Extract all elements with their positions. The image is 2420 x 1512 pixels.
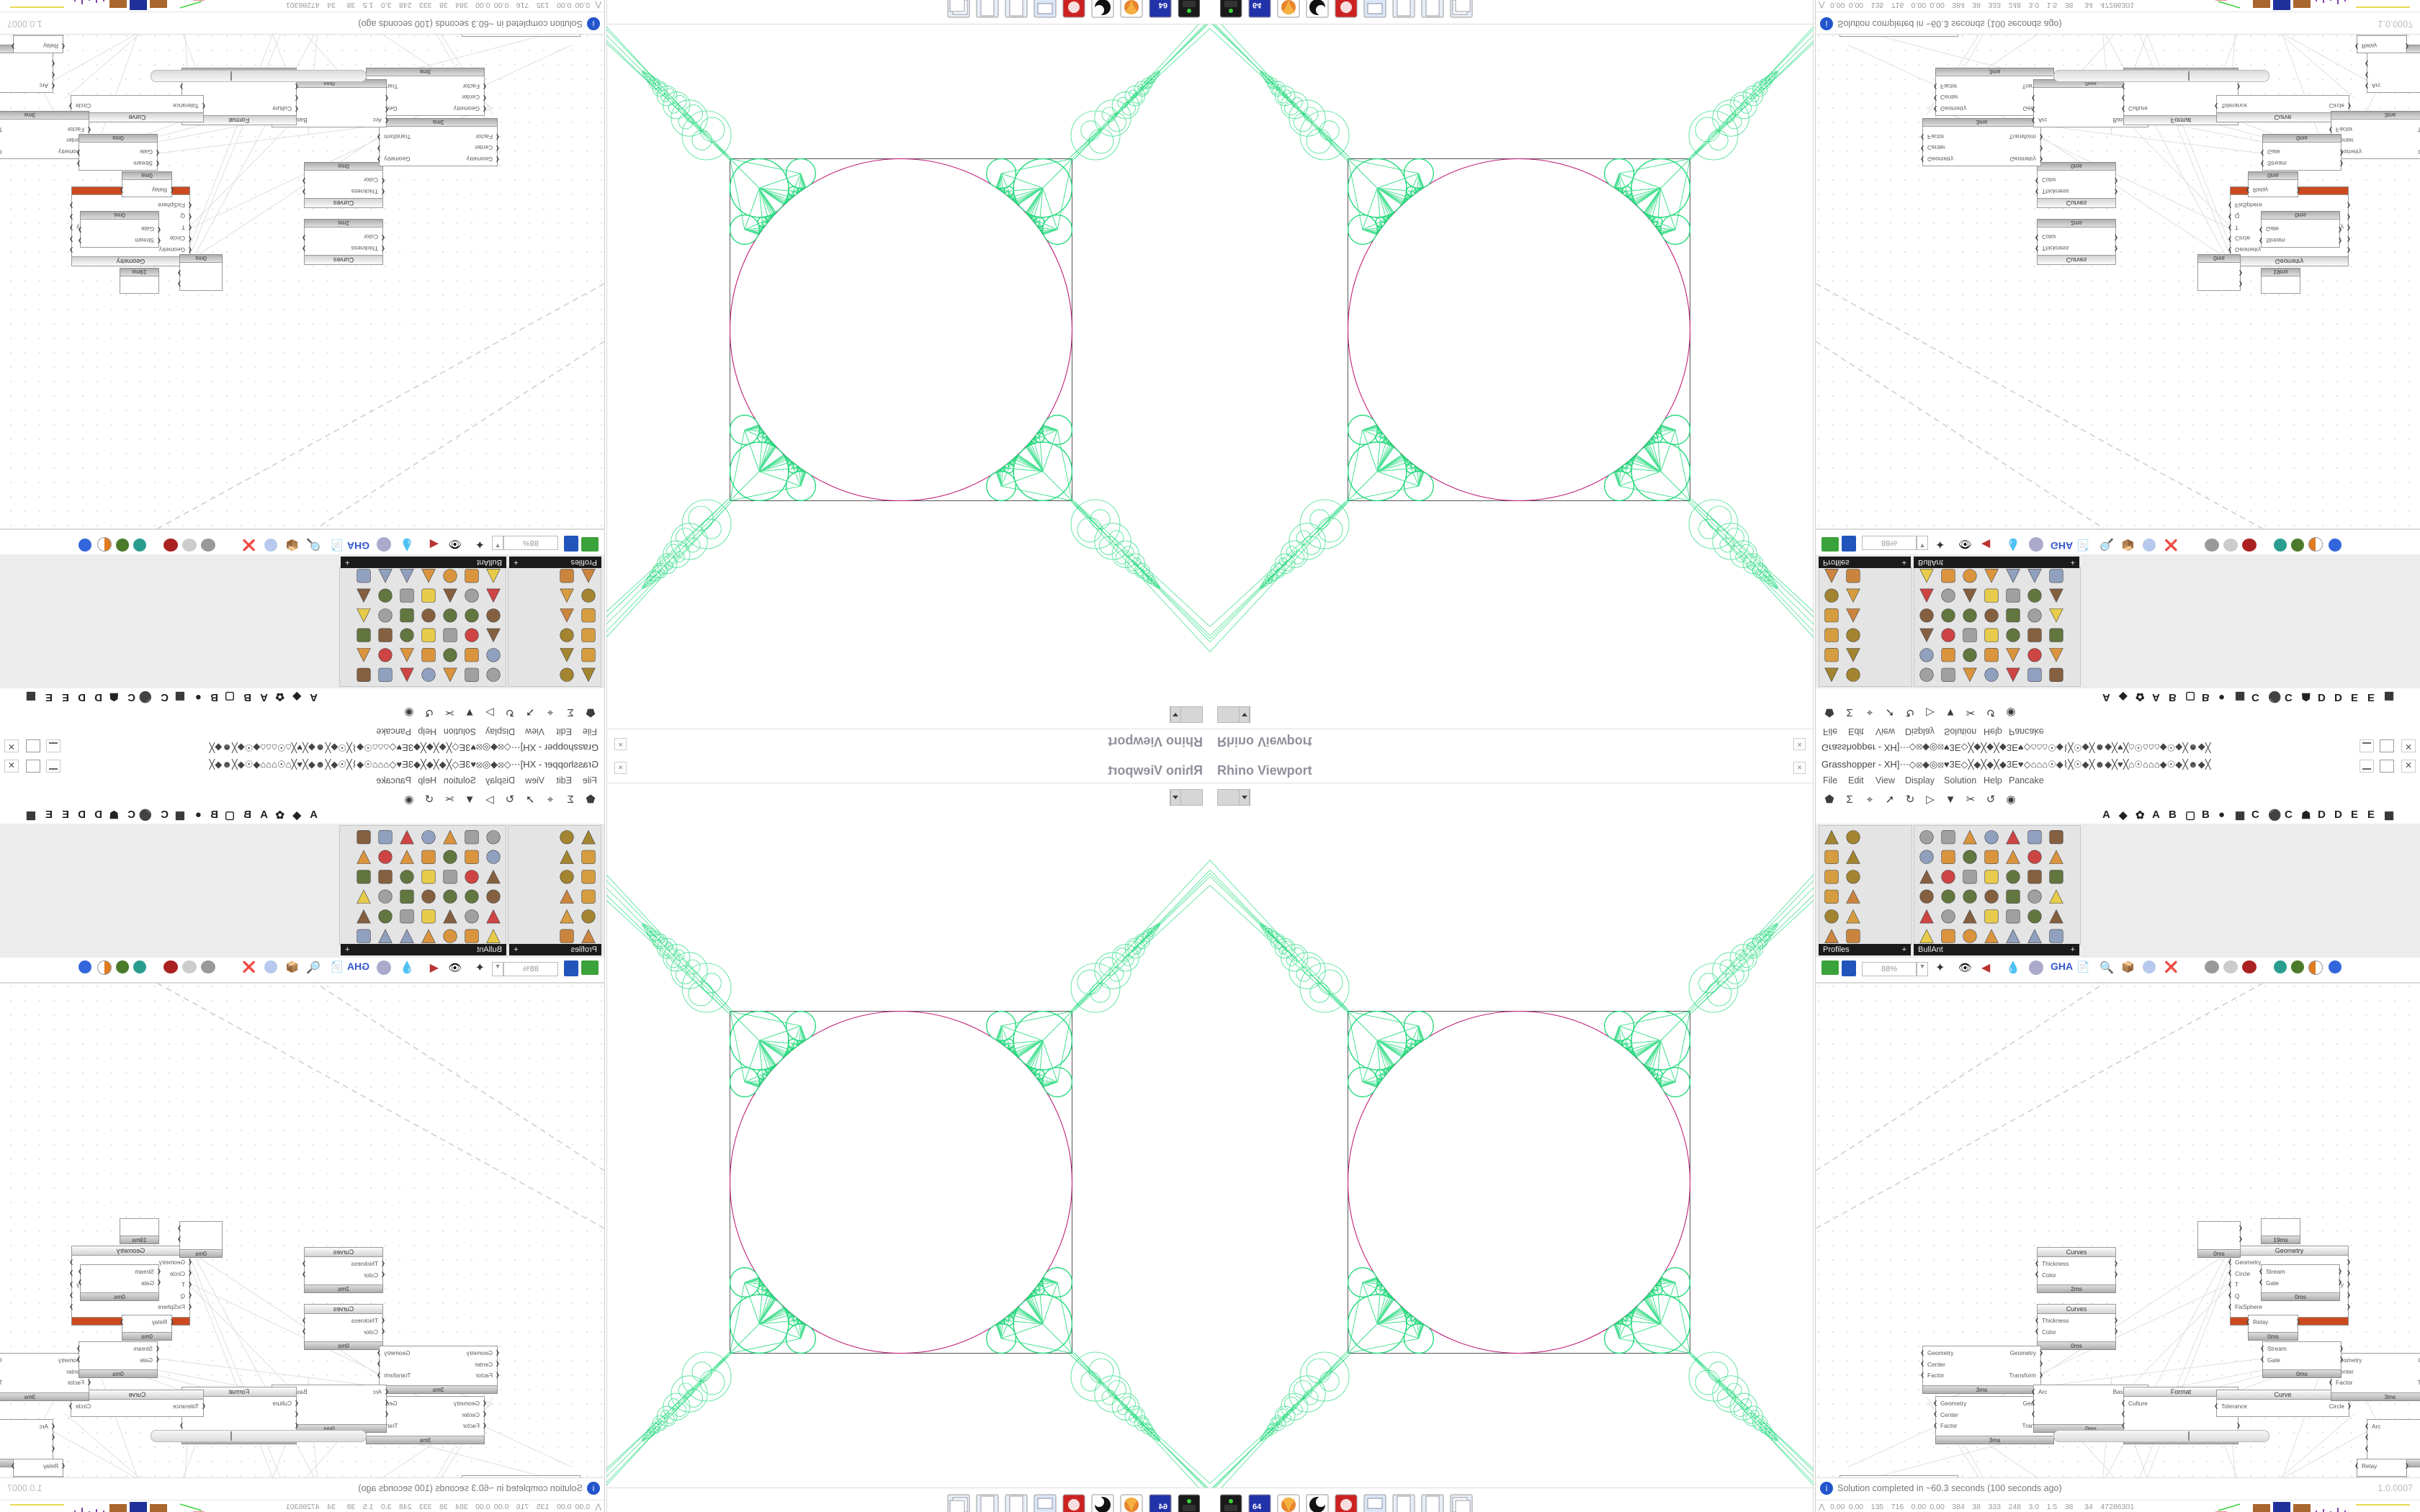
svg-text:64: 64 xyxy=(1158,1,1168,9)
